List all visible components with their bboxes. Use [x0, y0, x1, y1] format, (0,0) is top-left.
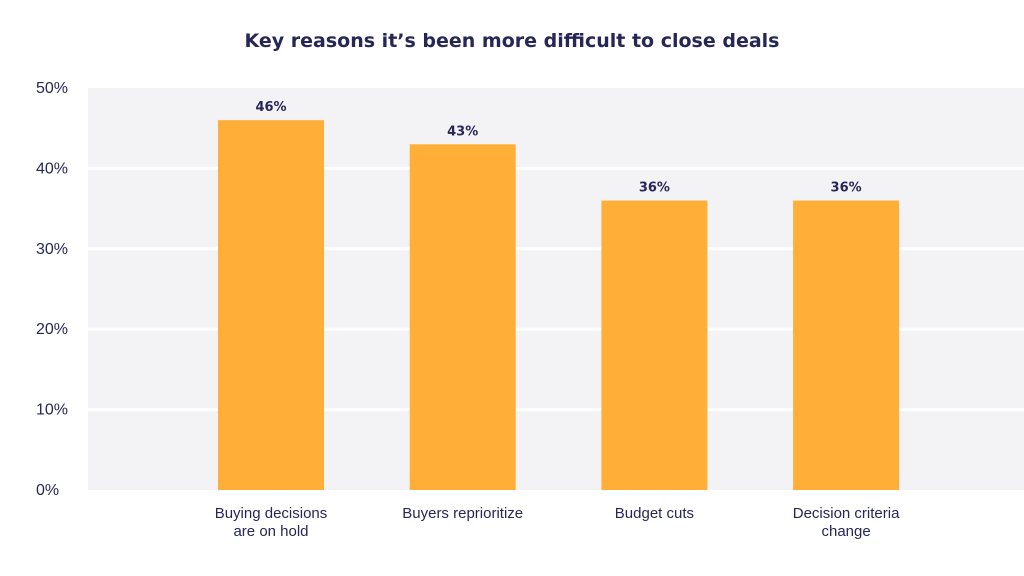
x-category-label: are on hold [233, 523, 308, 540]
bar [218, 120, 324, 490]
y-tick-label: 0% [36, 482, 59, 499]
y-tick-label: 20% [36, 321, 68, 338]
bar [793, 200, 900, 490]
x-category-label: Decision criteria [793, 505, 900, 522]
bar-value-label: 36% [831, 181, 862, 196]
x-category-label: Budget cuts [615, 505, 694, 522]
bar-value-label: 46% [255, 100, 286, 115]
x-category-label: Buying decisions [215, 505, 328, 522]
x-category-label: Buyers reprioritize [402, 505, 523, 522]
bar-value-label: 43% [447, 124, 478, 139]
bar [601, 200, 708, 490]
bar [409, 144, 516, 490]
y-tick-label: 10% [36, 402, 68, 419]
bar-value-label: 36% [639, 181, 670, 196]
chart-title: Key reasons it’s been more difficult to … [244, 30, 780, 52]
x-category-label: change [821, 523, 870, 540]
y-tick-label: 50% [36, 80, 68, 97]
y-tick-label: 40% [36, 160, 68, 177]
y-tick-label: 30% [36, 241, 68, 258]
